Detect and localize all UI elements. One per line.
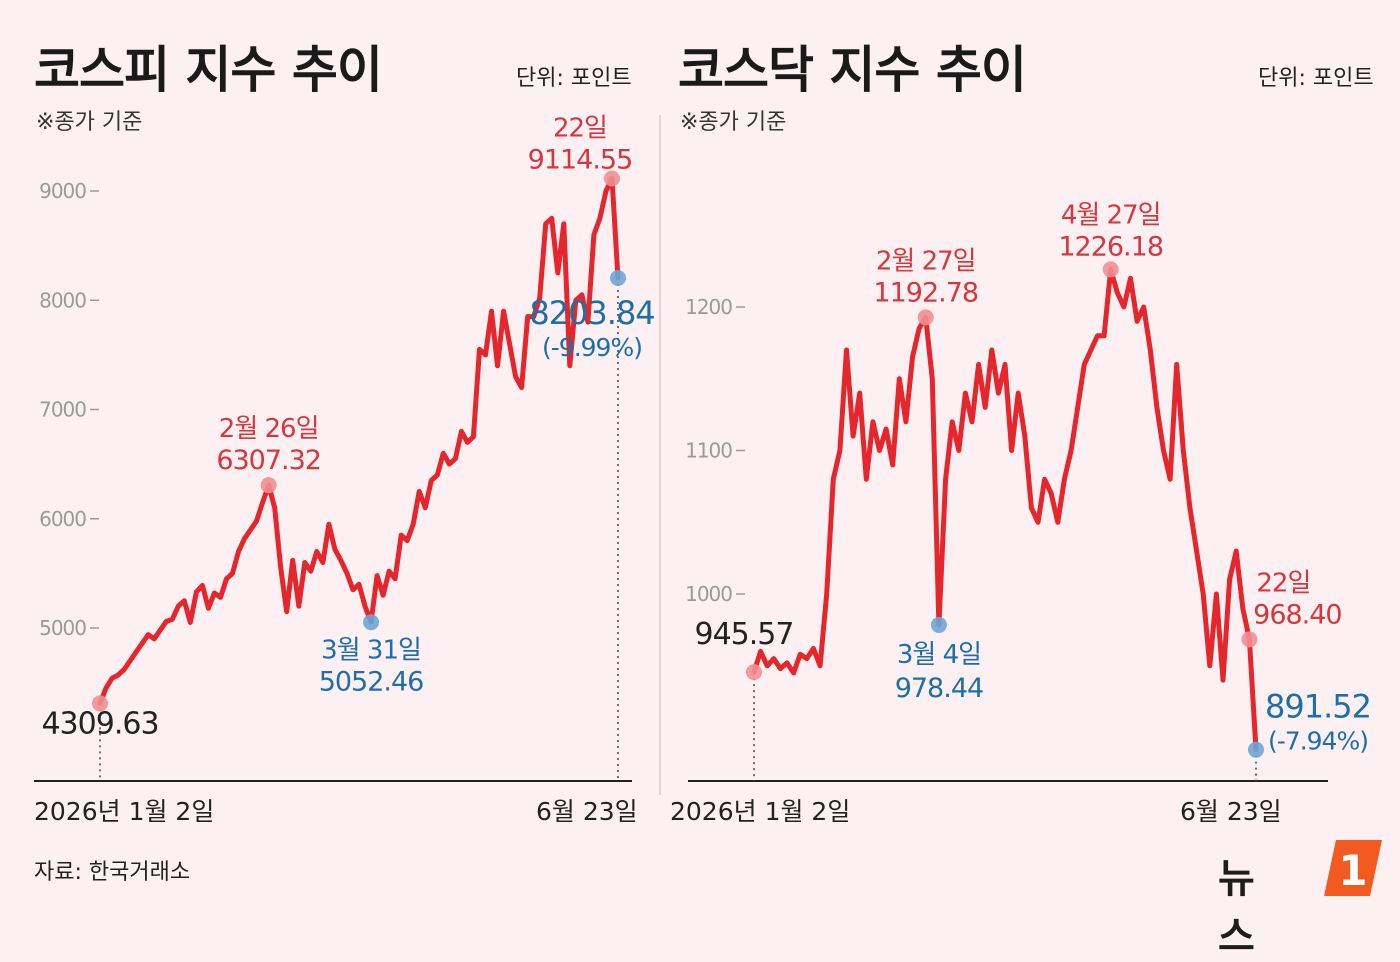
news1-logo-mark-icon: 1 bbox=[1324, 840, 1382, 896]
kosdaq-basis-note: ※종가 기준 bbox=[680, 110, 787, 135]
data-label-value: 891.52 bbox=[1265, 688, 1371, 726]
data-label-change: (-9.99%) bbox=[542, 333, 642, 362]
low-point-marker bbox=[1248, 741, 1264, 758]
kospi-x-start-label: 2026년 1월 2일 bbox=[34, 797, 215, 826]
high-point-marker bbox=[917, 309, 934, 326]
y-tick-label: 8000 bbox=[39, 288, 86, 312]
y-tick-label: 7000 bbox=[39, 398, 86, 422]
data-label-date: 22일 bbox=[553, 113, 607, 143]
kospi-x-end-label: 6월 23일 bbox=[536, 797, 638, 826]
panel-divider bbox=[659, 115, 661, 795]
y-tick-label: 1200 bbox=[685, 295, 732, 319]
low-point-marker bbox=[610, 269, 626, 286]
data-label-value: 9114.55 bbox=[528, 144, 633, 175]
high-point-marker bbox=[1102, 261, 1119, 278]
data-label-date: 22일 bbox=[1256, 568, 1310, 598]
source-label: 자료: 한국거래소 bbox=[34, 860, 191, 885]
kospi-line-chart: 5000 6000 7000 8000 9000 4309.63 2월 26일6307.32… bbox=[34, 113, 656, 782]
data-label-value: 945.57 bbox=[695, 617, 794, 652]
y-tick-label: 1100 bbox=[685, 439, 732, 463]
kosdaq-x-end-label: 6월 23일 bbox=[1180, 797, 1282, 826]
high-point-marker bbox=[746, 664, 762, 681]
kospi-basis-note: ※종가 기준 bbox=[36, 110, 143, 135]
kosdaq-unit-label: 단위: 포인트 bbox=[1258, 66, 1374, 91]
data-label-value: 4309.63 bbox=[41, 706, 158, 741]
data-label-value: 978.44 bbox=[895, 673, 983, 704]
data-label-value: 5052.46 bbox=[319, 666, 424, 697]
data-label-value: 968.40 bbox=[1253, 599, 1341, 630]
kospi-panel: 코스피 지수 추이 단위: 포인트 ※종가 기준 5000 6000 7000 800… bbox=[0, 0, 660, 919]
kospi-unit-label: 단위: 포인트 bbox=[516, 66, 632, 91]
kosdaq-panel: 코스닥 지수 추이 단위: 포인트 ※종가 기준 1000 1100 1200 945… bbox=[660, 0, 1400, 919]
kosdaq-chart-title: 코스닥 지수 추이 bbox=[678, 41, 1027, 99]
data-label-value: 8203.84 bbox=[529, 294, 654, 332]
logo-mark-number: 1 bbox=[1338, 846, 1367, 895]
y-tick-label: 6000 bbox=[39, 507, 86, 531]
low-point-marker bbox=[930, 616, 947, 633]
kospi-chart-title: 코스피 지수 추이 bbox=[34, 41, 383, 99]
y-tick-label: 9000 bbox=[39, 179, 86, 203]
y-tick-label: 5000 bbox=[39, 616, 86, 640]
low-point-marker bbox=[363, 614, 380, 631]
series-line bbox=[97, 176, 621, 706]
high-point-marker bbox=[260, 477, 277, 494]
data-label-date: 3월 4일 bbox=[897, 640, 981, 670]
data-label-value: 1226.18 bbox=[1058, 231, 1163, 262]
high-point-marker bbox=[1241, 631, 1258, 648]
series-line bbox=[751, 266, 1259, 753]
data-label-date: 2월 27일 bbox=[876, 246, 976, 276]
logo-text: 뉴스 bbox=[1218, 856, 1255, 960]
y-tick-label: 1000 bbox=[685, 582, 732, 606]
data-label-date: 4월 27일 bbox=[1061, 200, 1161, 230]
data-label-value: 1192.78 bbox=[873, 277, 978, 308]
data-label-date: 3월 31일 bbox=[321, 635, 421, 665]
kosdaq-x-start-label: 2026년 1월 2일 bbox=[670, 797, 851, 826]
high-point-marker bbox=[92, 695, 108, 712]
data-label-value: 6307.32 bbox=[216, 445, 321, 476]
data-label-date: 2월 26일 bbox=[219, 414, 319, 444]
data-label-change: (-7.94%) bbox=[1268, 727, 1368, 756]
high-point-marker bbox=[603, 170, 620, 187]
